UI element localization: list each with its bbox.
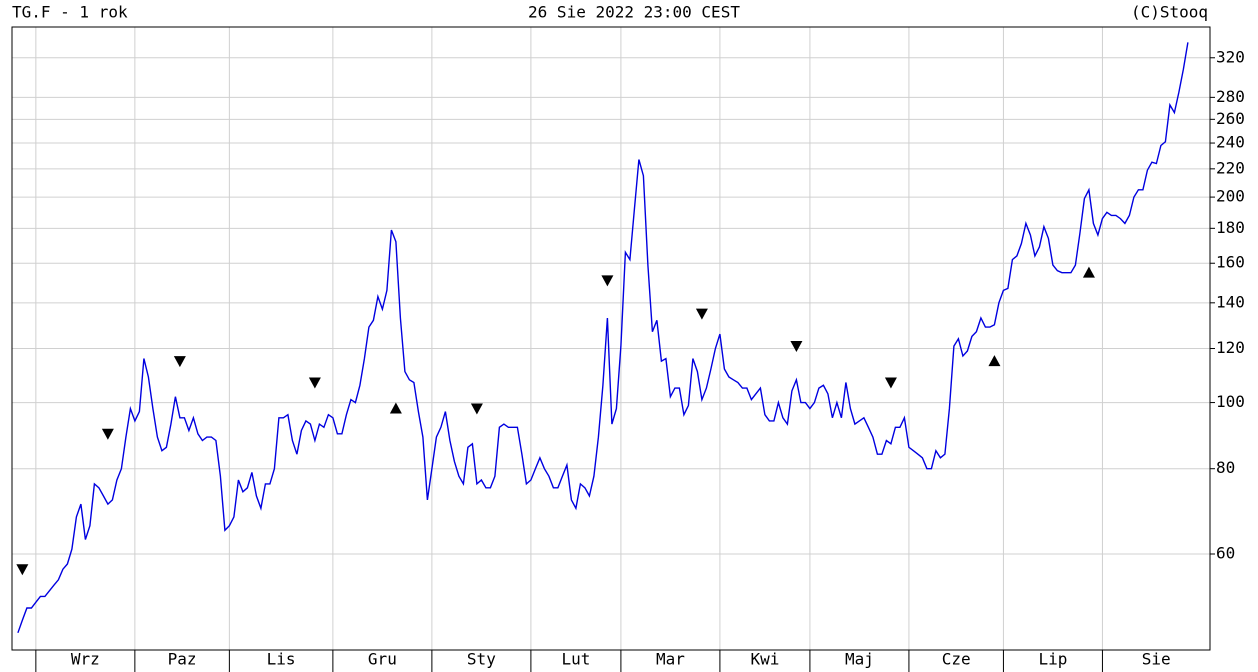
chart-subtitle: 26 Sie 2022 23:00 CEST — [528, 3, 740, 22]
y-tick-label: 160 — [1216, 253, 1245, 272]
x-tick-label: Lut — [561, 650, 590, 669]
signal-marker — [16, 564, 29, 576]
source: (C)Stooq — [1131, 3, 1208, 22]
x-tick-label: Gru — [368, 650, 397, 669]
x-tick-label: Wrz — [71, 650, 100, 669]
x-tick-label: Mar — [656, 650, 685, 669]
y-tick-label: 60 — [1216, 543, 1235, 562]
x-tick-label: Paz — [168, 650, 197, 669]
y-tick-label: 320 — [1216, 47, 1245, 66]
y-tick-label: 80 — [1216, 458, 1235, 477]
y-tick-label: 120 — [1216, 338, 1245, 357]
chart-title: TG.F - 1 rok — [12, 3, 128, 22]
x-tick-label: Lip — [1038, 650, 1067, 669]
signal-marker — [790, 341, 803, 353]
x-tick-label: Sie — [1142, 650, 1171, 669]
y-tick-label: 260 — [1216, 109, 1245, 128]
x-tick-label: Kwi — [750, 650, 779, 669]
signal-marker — [389, 402, 402, 414]
signal-marker — [884, 377, 897, 389]
x-tick-label: Maj — [845, 650, 874, 669]
y-tick-label: 140 — [1216, 292, 1245, 311]
y-tick-label: 240 — [1216, 133, 1245, 152]
signal-marker — [101, 428, 114, 440]
signal-marker — [308, 377, 321, 389]
y-tick-label: 180 — [1216, 218, 1245, 237]
signal-marker — [988, 355, 1001, 367]
signal-marker — [173, 356, 186, 368]
signal-marker — [695, 308, 708, 320]
signal-marker — [1082, 266, 1095, 278]
x-tick-label: Sty — [467, 650, 496, 669]
y-tick-label: 280 — [1216, 87, 1245, 106]
plot-frame — [11, 26, 1211, 651]
signal-marker — [470, 403, 483, 415]
y-tick-label: 200 — [1216, 187, 1245, 206]
y-tick-label: 220 — [1216, 158, 1245, 177]
price-line — [17, 42, 1189, 634]
x-tick-label: Lis — [267, 650, 296, 669]
x-tick-label: Cze — [942, 650, 971, 669]
signal-marker — [601, 275, 614, 287]
y-tick-label: 100 — [1216, 392, 1245, 411]
